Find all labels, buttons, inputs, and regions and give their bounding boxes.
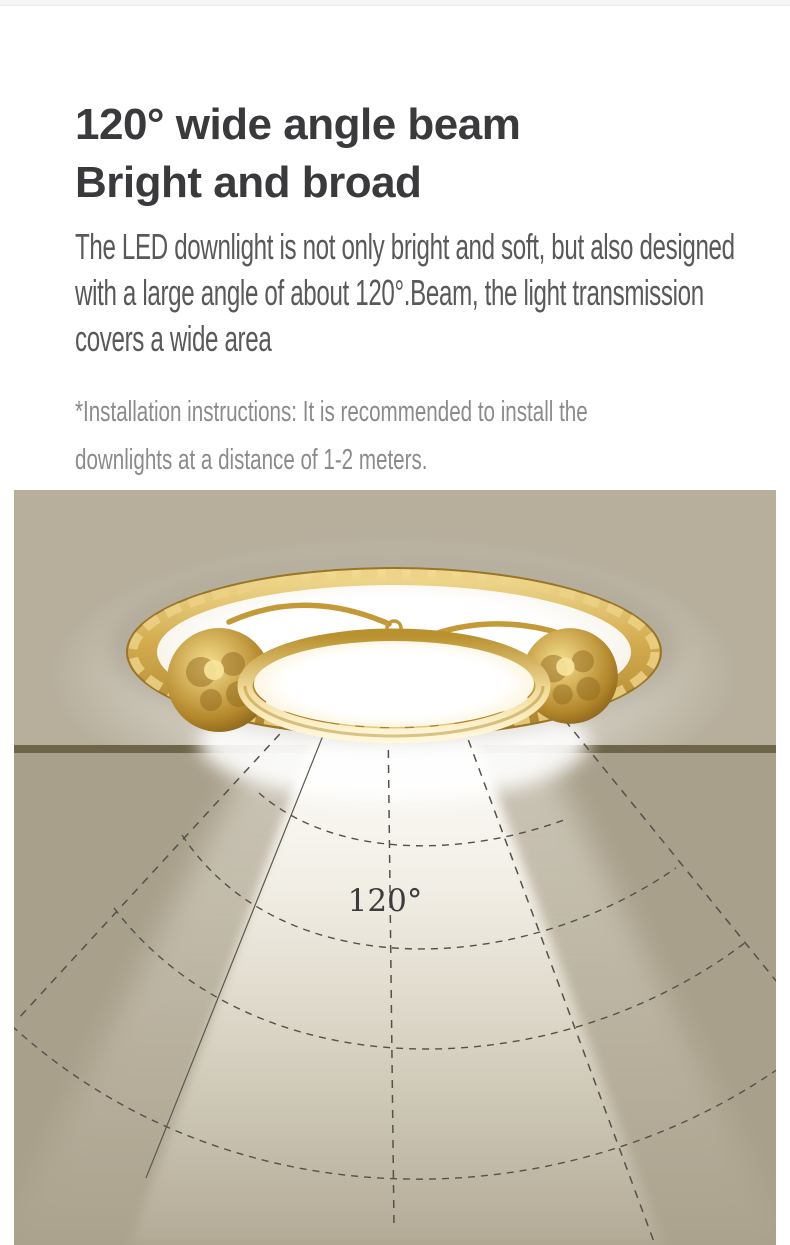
page-title: 120° wide angle beam Bright and broad <box>75 96 790 212</box>
beam-ray-right <box>457 711 655 1243</box>
beam-arcs <box>14 792 776 1180</box>
description-line: covers a wide area <box>75 318 272 359</box>
rosette-detail <box>552 684 573 705</box>
rosette-highlight <box>204 660 224 680</box>
content-section: 120° wide angle beam Bright and broad Th… <box>0 6 790 484</box>
beam-arc-1 <box>258 792 565 847</box>
description-line: with a large angle of about 120°.Beam, t… <box>75 272 704 313</box>
fixture-ring-lower-edge <box>243 685 545 738</box>
beam-rays <box>16 696 776 1243</box>
rosette-base <box>167 628 271 732</box>
beam-arc-3 <box>113 907 747 1050</box>
description-line: The LED downlight is not only bright and… <box>75 226 735 267</box>
beam-arc-4 <box>14 1026 776 1180</box>
rosette-highlight <box>556 657 575 676</box>
product-description: The LED downlight is not only bright and… <box>75 224 790 362</box>
rosette-detail <box>571 650 594 673</box>
beam-ray-left-solid <box>145 717 331 1179</box>
top-strip <box>0 0 790 6</box>
swirl-left <box>226 602 392 627</box>
fixture-rosette-left <box>167 628 271 732</box>
beam-ray-center <box>387 719 395 1228</box>
beam-diagram: 120° <box>14 490 776 1245</box>
downlight-product-image <box>110 554 678 744</box>
rosette-detail <box>576 676 601 701</box>
note-line: downlights at a distance of 1-2 meters. <box>75 444 428 476</box>
beam-ray-right-outer <box>545 696 776 982</box>
page-title-line2: Bright and broad <box>75 158 422 207</box>
installation-note: *Installation instructions: It is recomm… <box>75 388 790 484</box>
beam-cone <box>130 726 664 1245</box>
beam-diagram-canvas: 120° <box>14 490 776 1245</box>
fixture-inner-gold-ring <box>237 628 551 744</box>
angle-label: 120° <box>348 883 423 919</box>
page-title-line1: 120° wide angle beam <box>75 100 521 149</box>
rosette-detail <box>221 652 245 676</box>
note-line: *Installation instructions: It is recomm… <box>75 396 588 428</box>
rosette-detail <box>200 689 222 711</box>
fixture-light-glow <box>276 649 512 715</box>
beam-ray-left-outer <box>16 711 301 1021</box>
